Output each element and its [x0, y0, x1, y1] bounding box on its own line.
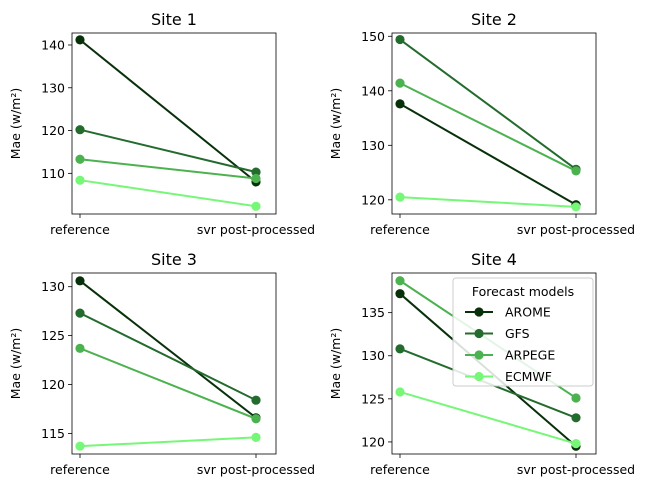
- series-line-arpege: [79, 347, 257, 420]
- series-line-arome: [79, 280, 257, 419]
- subplot-title: Site 3: [151, 250, 197, 269]
- legend-label: ARPEGE: [505, 348, 555, 363]
- y-tick-label: 120: [361, 192, 385, 207]
- series-line-arpege: [399, 82, 577, 172]
- data-point-gfs: [395, 34, 405, 45]
- data-point-ecmwf: [75, 175, 85, 185]
- data-point-gfs: [251, 395, 261, 405]
- data-point-arpege: [75, 343, 85, 353]
- data-point-ecmwf: [251, 432, 261, 442]
- data-point-ecmwf: [571, 202, 581, 212]
- series-line-arome: [79, 39, 257, 183]
- y-tick-label: 150: [361, 29, 385, 44]
- data-point-ecmwf: [395, 387, 405, 397]
- data-point-arome: [395, 289, 405, 299]
- y-tick-label: 115: [41, 426, 65, 441]
- data-point-arome: [395, 99, 405, 109]
- subplot-4: Site 4 120 125 130 135 reference svr post-proc…: [328, 250, 635, 477]
- data-point-ecmwf: [251, 201, 261, 211]
- data-point-arpege: [251, 414, 261, 424]
- data-point-arome: [75, 35, 85, 45]
- legend-marker: [474, 371, 484, 382]
- data-point-gfs: [571, 413, 581, 423]
- y-tick-label: 120: [41, 123, 65, 138]
- legend-label: GFS: [505, 326, 530, 341]
- y-tick-label: 110: [41, 166, 65, 181]
- data-point-arpege: [571, 166, 581, 176]
- y-tick-label: 130: [361, 138, 385, 153]
- data-point-arpege: [395, 78, 405, 88]
- data-point-gfs: [251, 167, 261, 177]
- x-tick-label: svr post-processed: [517, 462, 635, 477]
- legend-marker: [474, 350, 484, 360]
- data-point-gfs: [75, 125, 85, 135]
- legend-entry-arpege: ARPEGE: [465, 348, 555, 363]
- series-line-ecmwf: [79, 179, 257, 208]
- subplot-1: Site 1 110 120 130 140 reference svr post-proc…: [8, 10, 315, 237]
- y-tick-label: 140: [361, 83, 385, 98]
- series-line-gfs: [79, 312, 257, 402]
- series-line-gfs: [399, 38, 577, 171]
- y-axis-label: Mae (w/m²): [8, 88, 23, 159]
- y-tick-label: 125: [41, 328, 65, 343]
- legend-entry-arome: AROME: [465, 305, 551, 320]
- subplot-title: Site 1: [151, 10, 197, 29]
- legend: Forecast models AROME GFS ARPEGE ECMWF: [452, 277, 594, 387]
- x-tick-label: reference: [370, 222, 430, 237]
- y-tick-label: 130: [41, 279, 65, 294]
- plot-frame: [71, 272, 277, 455]
- data-point-arpege: [395, 276, 405, 286]
- subplot-title: Site 2: [471, 10, 517, 29]
- y-axis-label: Mae (w/m²): [8, 328, 23, 399]
- legend-entry-gfs: GFS: [465, 326, 530, 341]
- y-tick-label: 140: [41, 37, 65, 52]
- data-point-arpege: [75, 154, 85, 164]
- plot-frame: [391, 32, 597, 215]
- data-point-ecmwf: [75, 441, 85, 451]
- series-line-ecmwf: [399, 196, 577, 208]
- data-point-arpege: [571, 393, 581, 403]
- y-tick-label: 120: [361, 434, 385, 449]
- legend-title: Forecast models: [472, 284, 574, 299]
- subplot-title: Site 4: [471, 250, 517, 269]
- y-axis-label: Mae (w/m²): [328, 328, 343, 399]
- data-point-arome: [75, 276, 85, 286]
- legend-marker: [474, 328, 484, 339]
- y-tick-label: 130: [41, 80, 65, 95]
- data-point-gfs: [395, 344, 405, 354]
- plot-frame: [71, 32, 277, 215]
- legend-box: [452, 277, 594, 387]
- data-point-arpege: [251, 173, 261, 184]
- data-point-ecmwf: [571, 439, 581, 449]
- x-tick-label: svr post-processed: [197, 222, 315, 237]
- x-tick-label: reference: [50, 462, 110, 477]
- y-tick-label: 125: [361, 391, 385, 406]
- x-tick-label: svr post-processed: [197, 462, 315, 477]
- series-line-arome: [399, 103, 577, 206]
- y-tick-label: 130: [361, 348, 385, 363]
- subplot-3: Site 3 115 120 125 130 reference svr post-proc…: [8, 250, 315, 477]
- data-point-ecmwf: [395, 192, 405, 202]
- data-point-gfs: [75, 308, 85, 318]
- series-line-ecmwf: [79, 436, 257, 448]
- x-tick-label: reference: [50, 222, 110, 237]
- subplot-2: Site 2 120 130 140 150 reference svr post-proc…: [328, 10, 635, 237]
- y-tick-label: 135: [361, 305, 385, 320]
- series-line-arpege: [79, 158, 257, 180]
- series-line-ecmwf: [399, 390, 577, 445]
- legend-label: AROME: [505, 305, 551, 320]
- plot-frame: [391, 272, 597, 455]
- x-tick-label: svr post-processed: [517, 222, 635, 237]
- y-axis-label: Mae (w/m²): [328, 88, 343, 159]
- legend-entry-ecmwf: ECMWF: [465, 369, 552, 384]
- legend-label: ECMWF: [505, 369, 552, 384]
- x-tick-label: reference: [370, 462, 430, 477]
- y-tick-label: 120: [41, 377, 65, 392]
- series-line-gfs: [79, 128, 257, 174]
- legend-marker: [474, 307, 484, 317]
